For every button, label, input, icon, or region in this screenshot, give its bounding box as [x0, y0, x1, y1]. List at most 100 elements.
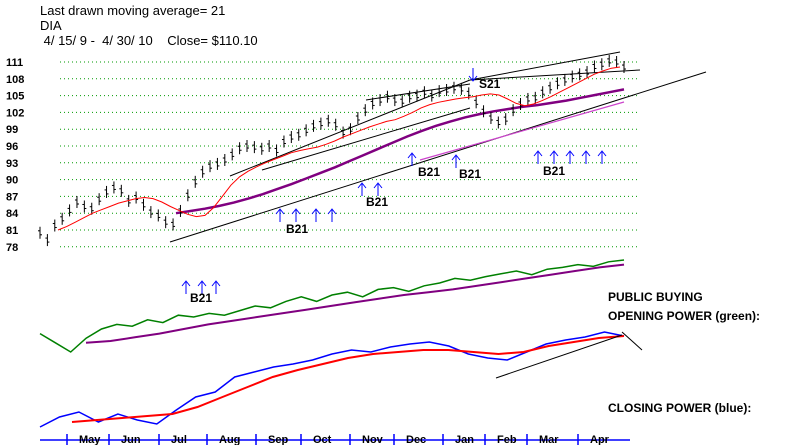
- buy-arrow: [597, 150, 607, 164]
- buy-arrow: [311, 208, 321, 222]
- price-bar: [540, 86, 545, 99]
- closing-power-label: CLOSING POWER (blue):: [608, 401, 751, 415]
- buy-arrow: [357, 182, 367, 196]
- signal-label-b21-jan: B21: [459, 167, 481, 181]
- closing-power-uptrend-line: [495, 334, 623, 379]
- upper-channel-line-3: [365, 83, 471, 101]
- price-bar: [555, 77, 560, 90]
- price-bar: [289, 131, 294, 144]
- price-bar: [148, 206, 153, 219]
- price-bar: [134, 191, 139, 204]
- x-tick-aug: Aug: [219, 434, 240, 445]
- price-bar: [252, 141, 257, 154]
- price-bar: [570, 70, 575, 83]
- closing-power-line: [39, 331, 625, 428]
- price-bar: [533, 91, 538, 104]
- price-bar: [585, 66, 590, 79]
- opening-power-line: [39, 259, 625, 353]
- x-tick-apr: Apr: [590, 434, 610, 445]
- s21-resistance-line: [469, 69, 641, 81]
- price-bar: [370, 97, 375, 110]
- price-bar: [67, 204, 72, 217]
- price-bar: [171, 218, 176, 231]
- buy-arrow: [327, 208, 337, 222]
- y-tick-108: 108: [6, 74, 24, 86]
- x-tick-dec: Dec: [406, 434, 426, 445]
- price-bar: [259, 142, 264, 155]
- price-bar: [518, 98, 523, 110]
- price-bar: [97, 193, 102, 206]
- closing-power-ma-line: [71, 335, 625, 423]
- price-bar: [208, 160, 213, 173]
- price-bar: [348, 123, 353, 136]
- price-bar: [451, 81, 456, 94]
- price-bar: [304, 124, 309, 137]
- price-bars: [38, 54, 626, 247]
- x-tick-jun: Jun: [121, 434, 141, 445]
- price-bar: [318, 117, 323, 130]
- x-tick-sep: Sep: [268, 434, 288, 445]
- y-tick-96: 96: [6, 141, 18, 153]
- buy-arrow: [197, 280, 207, 294]
- price-bar: [415, 89, 420, 102]
- price-bar: [488, 112, 493, 124]
- price-bar: [607, 54, 612, 67]
- signal-label-b21-oct: B21: [366, 195, 388, 209]
- price-bar: [222, 154, 227, 166]
- price-bar: [378, 94, 383, 107]
- price-bar: [355, 112, 360, 124]
- price-bar: [52, 219, 57, 232]
- price-bar: [437, 85, 442, 98]
- ma21-line: [57, 66, 621, 231]
- price-bar: [215, 157, 220, 170]
- price-bar: [45, 234, 50, 247]
- price-bar: [74, 196, 79, 208]
- price-bar: [444, 84, 449, 96]
- price-bar: [422, 86, 427, 99]
- chart-header: Last drawn moving average= 21 DIA 4/ 15/…: [40, 3, 258, 48]
- price-bar: [459, 82, 464, 95]
- price-bar: [104, 185, 109, 198]
- opening-power-ma-line: [85, 263, 625, 344]
- header-line-range: 4/ 15/ 9 - 4/ 30/ 10 Close= $110.10: [40, 33, 258, 48]
- x-tick-mar: Mar: [539, 434, 559, 445]
- price-gridlines: [60, 61, 640, 248]
- price-bar: [267, 140, 272, 152]
- y-tick-93: 93: [6, 158, 18, 170]
- y-tick-111: 111: [6, 57, 23, 69]
- sell-arrow: [468, 68, 478, 82]
- buy-arrow: [275, 208, 285, 222]
- buy-arrow: [291, 208, 301, 222]
- price-bar: [614, 56, 619, 68]
- price-bar: [141, 198, 146, 211]
- power-annotations: PUBLIC BUYING OPENING POWER (green): CLO…: [608, 290, 760, 415]
- price-bar: [400, 95, 405, 108]
- x-tick-jan: Jan: [455, 434, 474, 445]
- public-buying-label: PUBLIC BUYING: [608, 290, 703, 304]
- price-bar: [119, 184, 124, 197]
- price-bar: [274, 144, 279, 157]
- signal-label-s21: S21: [479, 77, 501, 91]
- buy-arrow: [211, 280, 221, 294]
- price-bar: [193, 175, 198, 188]
- price-bar: [385, 90, 390, 103]
- trendlines: [169, 51, 707, 243]
- signal-label-b21-sep: B21: [286, 222, 308, 236]
- header-line-symbol: DIA: [40, 18, 62, 33]
- y-tick-105: 105: [6, 91, 24, 103]
- price-bar: [156, 209, 161, 222]
- price-bar: [525, 92, 530, 105]
- price-bar: [503, 113, 508, 126]
- y-tick-99: 99: [6, 124, 18, 136]
- upper-channel-line-2: [469, 51, 621, 81]
- price-bar: [496, 116, 501, 129]
- price-bar: [185, 189, 190, 202]
- x-tick-nov: Nov: [362, 434, 384, 445]
- buy-arrow: [373, 182, 383, 196]
- signal-label-b21-jul: B21: [190, 291, 212, 305]
- x-tick-oct: Oct: [313, 434, 332, 445]
- magenta-trend-line: [419, 101, 625, 161]
- price-bar: [111, 181, 116, 194]
- signal-labels: B21 B21 B21 B21 B21 B21 S21: [190, 77, 565, 305]
